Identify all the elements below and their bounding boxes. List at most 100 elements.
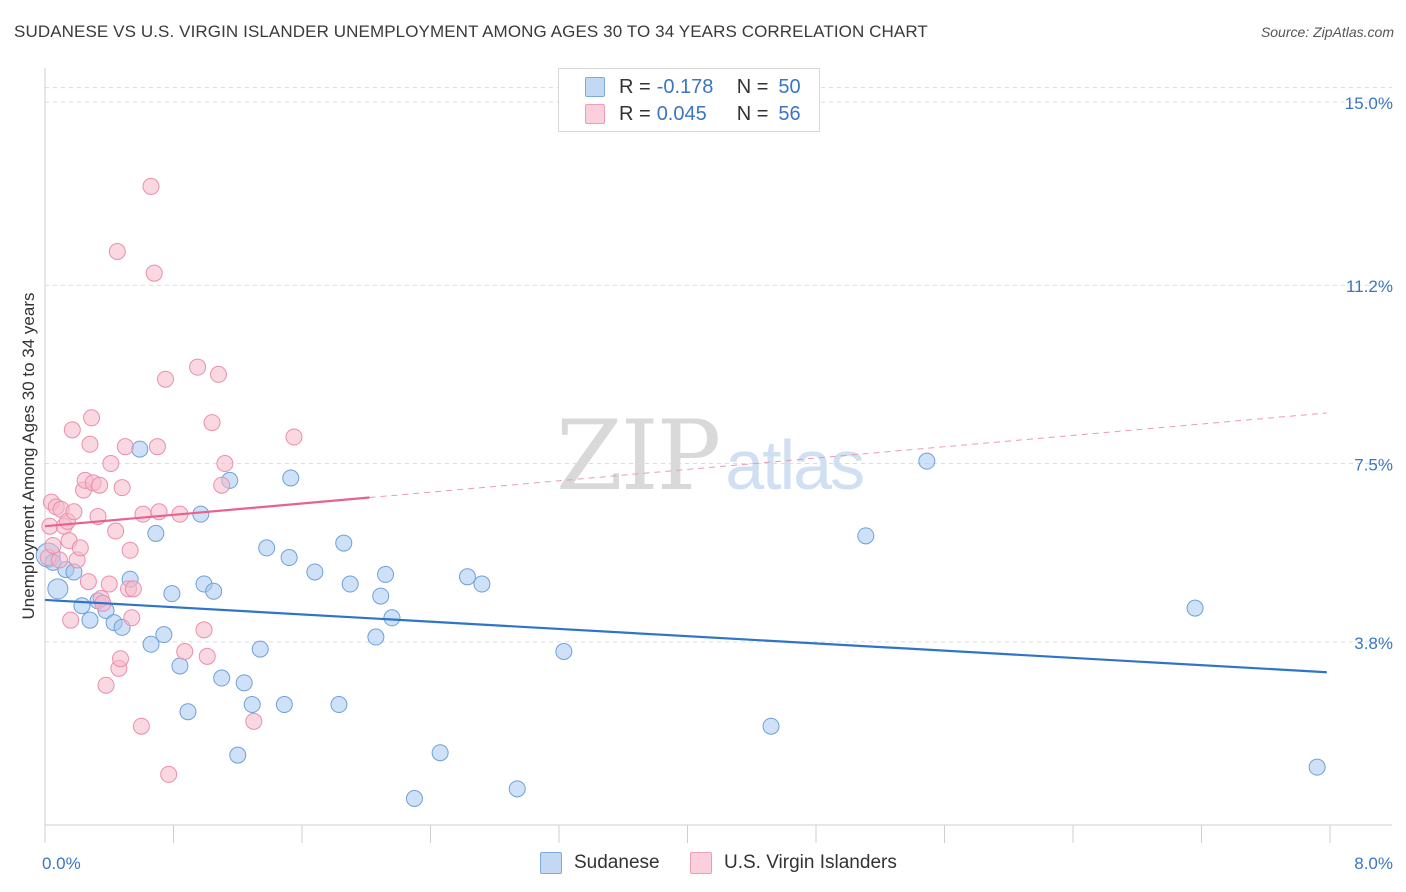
sudanese-point: [341, 575, 359, 593]
sudanese-point: [282, 469, 300, 487]
virgin-islander-point: [71, 539, 89, 557]
legend-n-value: 50: [778, 75, 801, 98]
virgin-islander-point: [213, 476, 231, 494]
sudanese-point: [306, 563, 324, 581]
sudanese-point: [1186, 599, 1204, 617]
x-tick-label: 0.0%: [42, 854, 81, 873]
watermark: ZIPatlas: [556, 400, 865, 512]
virgin-islander-point: [124, 580, 142, 598]
watermark-atlas: atlas: [725, 426, 865, 504]
sudanese-point: [147, 524, 165, 542]
y-tick-label: 15.0%: [1345, 94, 1393, 113]
sudanese-point: [142, 635, 160, 653]
virgin-islander-point: [97, 676, 115, 694]
virgin-islander-point: [44, 536, 62, 554]
sudanese-point: [383, 609, 401, 627]
sudanese-point: [431, 744, 449, 762]
virgin-islander-point: [145, 264, 163, 282]
virgin-islander-point: [79, 573, 97, 591]
sudanese-point: [335, 534, 353, 552]
virgin-islander-point: [189, 358, 207, 376]
sudanese-point: [155, 626, 173, 644]
source-credit: Source: ZipAtlas.com: [1260, 24, 1394, 40]
y-axis-label: Unemployment Among Ages 30 to 34 years: [19, 292, 38, 620]
virgin-islander-point: [81, 435, 99, 453]
virgin-islander-point: [216, 455, 234, 473]
series-legend-sudanese[interactable]: Sudanese: [540, 852, 660, 874]
virgin-islander-point: [65, 503, 83, 521]
virgin-islanders-trend-line: [44, 496, 370, 528]
sudanese-trend-line: [44, 598, 1327, 674]
virgin-islander-point: [156, 370, 174, 388]
sudanese-point: [1308, 758, 1326, 776]
sudanese-point: [192, 505, 210, 523]
legend-r-value: -0.178: [656, 75, 714, 98]
virgin-islander-point: [142, 177, 160, 195]
sudanese-point: [762, 717, 780, 735]
sudanese-point: [213, 669, 231, 687]
legend-row-virgin-islanders: R = 0.045 N = 56: [585, 102, 801, 126]
y-tick-label: 3.8%: [1354, 634, 1393, 653]
legend-swatch-sudanese: [585, 77, 605, 97]
legend-row-sudanese: R = -0.178 N = 50: [585, 75, 801, 99]
sudanese-point: [405, 789, 423, 807]
virgin-islander-point: [108, 242, 126, 260]
legend-n-label: N =: [736, 75, 769, 98]
series-label-sudanese: Sudanese: [574, 852, 660, 873]
virgin-islander-point: [62, 611, 80, 629]
correlation-legend: R = -0.178 N = 50 R = 0.045 N = 56: [558, 68, 820, 132]
virgin-islander-point: [285, 428, 303, 446]
virgin-islander-point: [132, 717, 150, 735]
sudanese-point: [473, 575, 491, 593]
virgin-islander-point: [100, 575, 118, 593]
virgin-islander-point: [102, 455, 120, 473]
virgin-islander-point: [107, 522, 125, 540]
virgin-islander-point: [198, 647, 216, 665]
sudanese-point: [163, 585, 181, 603]
virgin-islander-point: [113, 479, 131, 497]
sudanese-point: [81, 611, 99, 629]
virgin-islander-point: [91, 476, 109, 494]
sudanese-point: [243, 696, 261, 714]
sudanese-point: [258, 539, 276, 557]
series-swatch-sudanese: [540, 852, 562, 874]
chart-title: SUDANESE VS U.S. VIRGIN ISLANDER UNEMPLO…: [14, 22, 928, 41]
virgin-islander-point: [160, 765, 178, 783]
virgin-islander-point: [209, 365, 227, 383]
virgin-islanders-trend-extension: [369, 412, 1327, 499]
sudanese-point: [280, 549, 298, 567]
legend-r-label: R =: [619, 75, 651, 98]
virgin-islander-point: [245, 712, 263, 730]
y-tick-label: 7.5%: [1354, 456, 1393, 475]
virgin-islander-point: [63, 421, 81, 439]
sudanese-point: [229, 746, 247, 764]
series-swatch-virgin-islanders: [690, 852, 712, 874]
virgin-islander-point: [176, 643, 194, 661]
virgin-islander-point: [111, 650, 129, 668]
series-legend: Sudanese U.S. Virgin Islanders: [0, 852, 1406, 878]
y-tick-label: 11.2%: [1346, 277, 1393, 296]
sudanese-point: [73, 597, 91, 615]
legend-r-label: R =: [619, 102, 651, 125]
virgin-islander-point: [116, 438, 134, 456]
sudanese-point: [235, 674, 253, 692]
sudanese-point: [275, 696, 293, 714]
legend-r-value: 0.045: [656, 102, 707, 125]
x-tick-label: 8.0%: [1354, 854, 1393, 873]
sudanese-point: [205, 582, 223, 600]
virgin-islander-point: [195, 621, 213, 639]
virgin-islander-point: [123, 609, 141, 627]
sudanese-point: [47, 578, 69, 600]
sudanese-point: [171, 657, 189, 675]
legend-n-value: 56: [778, 102, 801, 125]
virgin-islander-point: [50, 551, 68, 569]
sudanese-point: [372, 587, 390, 605]
sudanese-point: [330, 696, 348, 714]
watermark-zip: ZIP: [556, 400, 721, 512]
legend-swatch-virgin-islanders: [585, 104, 605, 124]
sudanese-point: [555, 643, 573, 661]
sudanese-point: [458, 568, 476, 586]
sudanese-point: [508, 780, 526, 798]
series-legend-virgin-islanders[interactable]: U.S. Virgin Islanders: [690, 852, 897, 874]
